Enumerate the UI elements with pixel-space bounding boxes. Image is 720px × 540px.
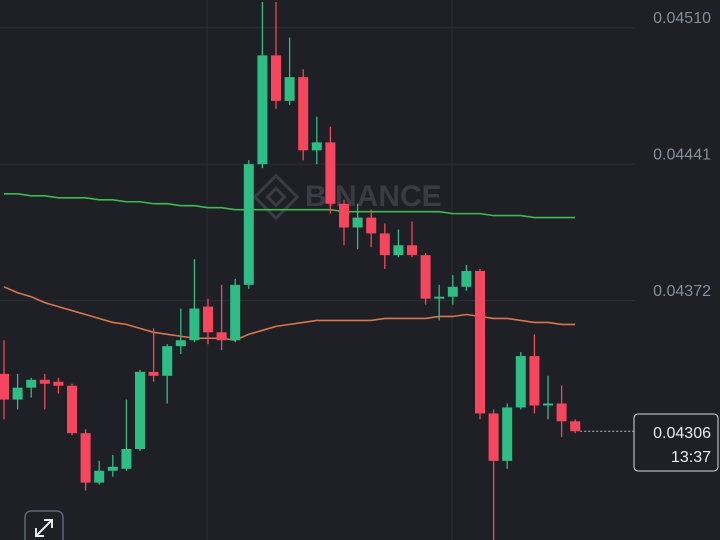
candle-body <box>243 164 254 285</box>
candle-body <box>502 407 513 461</box>
y-tick-label: 0.04441 <box>653 146 711 163</box>
expand-button[interactable] <box>24 510 64 540</box>
candle-body <box>420 255 431 299</box>
expand-button-frame[interactable] <box>24 510 64 540</box>
candle-body <box>203 306 213 333</box>
candle-body <box>298 77 309 151</box>
candle-body <box>121 449 132 469</box>
candle-body <box>570 421 581 432</box>
price-label-box <box>633 413 719 472</box>
candle-body <box>461 270 472 287</box>
candle-body <box>475 270 485 414</box>
candle-body <box>135 371 145 450</box>
candle-body <box>0 373 9 400</box>
candle-body <box>366 217 377 234</box>
candle-body <box>26 379 37 388</box>
candle-body <box>311 142 322 151</box>
candle-body <box>515 356 526 408</box>
candle-body <box>434 296 445 299</box>
candle-body <box>257 55 268 165</box>
candle-body <box>216 332 227 341</box>
candle-body <box>393 245 404 256</box>
expand-icon[interactable] <box>35 519 53 537</box>
candle-body <box>556 403 567 422</box>
candle-body <box>447 286 458 297</box>
candle-body <box>488 413 499 461</box>
y-tick-label: 0.04372 <box>653 283 711 300</box>
candle-body <box>379 233 390 256</box>
candle-body <box>12 387 23 400</box>
candle-body <box>94 470 105 483</box>
candle-body <box>284 77 295 101</box>
price-axis: 0.04510 0.04441 0.04372 <box>653 10 711 300</box>
countdown: 13:37 <box>671 449 711 466</box>
candle-body <box>175 340 186 347</box>
candle-body <box>543 403 553 406</box>
candle-body <box>352 217 363 228</box>
watermark-logo <box>252 173 300 221</box>
candle-body <box>189 308 200 341</box>
candle-body <box>80 433 91 483</box>
candle-body <box>407 245 417 256</box>
candle-body <box>271 55 281 101</box>
candle-body <box>67 385 77 434</box>
current-price: 0.04306 <box>653 425 711 442</box>
grid <box>0 27 635 302</box>
candle-body <box>39 379 50 384</box>
candle-body <box>53 381 64 386</box>
candle-body <box>529 356 540 406</box>
y-tick-label: 0.04510 <box>653 10 711 27</box>
candle-body <box>230 284 241 341</box>
candles <box>0 1 634 540</box>
candle-body <box>339 203 349 228</box>
candle-body <box>107 466 118 471</box>
candle-body <box>325 142 336 204</box>
candle-body <box>162 346 173 376</box>
candle-body <box>148 371 159 376</box>
moving-average-line <box>4 193 576 219</box>
price-label: 0.04306 13:37 <box>633 413 719 472</box>
